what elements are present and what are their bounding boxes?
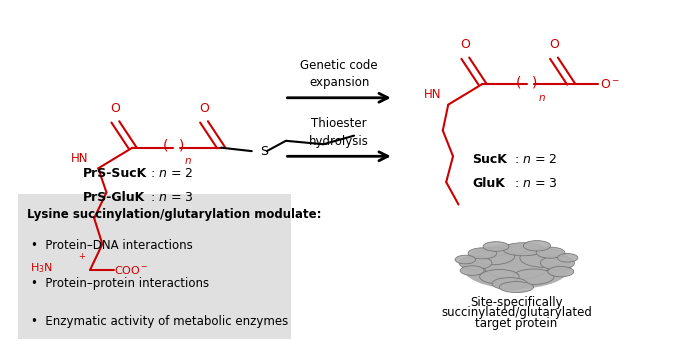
Text: : $n$ = 2: : $n$ = 2 — [150, 167, 193, 180]
Text: $n$: $n$ — [184, 156, 192, 166]
Ellipse shape — [455, 255, 475, 264]
Text: : $n$ = 3: : $n$ = 3 — [150, 191, 194, 204]
Text: O$^-$: O$^-$ — [600, 77, 621, 91]
Text: HN: HN — [71, 152, 88, 165]
Text: S: S — [260, 145, 268, 158]
Text: PrS-SucK: PrS-SucK — [84, 167, 147, 180]
Text: Lysine succinylation/glutarylation modulate:: Lysine succinylation/glutarylation modul… — [27, 208, 321, 221]
Text: Site-specifically: Site-specifically — [470, 296, 563, 309]
Text: O: O — [110, 102, 121, 115]
Text: O: O — [549, 38, 559, 51]
Text: succinylated/glutarylated: succinylated/glutarylated — [441, 306, 592, 319]
Text: •  Protein–protein interactions: • Protein–protein interactions — [31, 277, 209, 290]
Text: O: O — [199, 102, 209, 115]
Ellipse shape — [499, 281, 534, 293]
Text: PrS-GluK: PrS-GluK — [84, 191, 145, 204]
Ellipse shape — [459, 256, 492, 270]
Text: : $n$ = 2: : $n$ = 2 — [514, 153, 558, 166]
Ellipse shape — [460, 266, 484, 276]
Text: (: ( — [516, 75, 521, 89]
Text: •  Protein–DNA interactions: • Protein–DNA interactions — [31, 239, 192, 252]
Ellipse shape — [492, 278, 527, 290]
Ellipse shape — [548, 266, 574, 277]
Ellipse shape — [536, 247, 565, 258]
Ellipse shape — [558, 254, 578, 262]
Text: Genetic code: Genetic code — [300, 59, 378, 72]
Text: $n$: $n$ — [538, 93, 545, 103]
Ellipse shape — [483, 242, 509, 251]
FancyBboxPatch shape — [18, 194, 291, 339]
Text: expansion: expansion — [309, 76, 369, 89]
Text: +: + — [78, 252, 85, 261]
Ellipse shape — [468, 248, 497, 259]
Text: SucK: SucK — [472, 153, 507, 166]
Ellipse shape — [523, 240, 551, 251]
Ellipse shape — [520, 248, 568, 267]
Text: (: ( — [162, 139, 168, 153]
Ellipse shape — [479, 270, 519, 284]
Ellipse shape — [484, 254, 549, 279]
Text: H$_3$N: H$_3$N — [29, 261, 53, 275]
Text: HN: HN — [424, 88, 441, 101]
Ellipse shape — [462, 244, 571, 289]
Text: : $n$ = 3: : $n$ = 3 — [514, 177, 558, 190]
Text: target protein: target protein — [475, 317, 558, 330]
Text: ): ) — [179, 139, 184, 153]
Ellipse shape — [471, 247, 514, 265]
Text: GluK: GluK — [472, 177, 505, 190]
Text: O: O — [460, 38, 470, 51]
Text: •  Enzymatic activity of metabolic enzymes: • Enzymatic activity of metabolic enzyme… — [31, 315, 288, 328]
Text: ): ) — [532, 75, 538, 89]
Ellipse shape — [540, 256, 575, 270]
Text: hydrolysis: hydrolysis — [309, 135, 369, 148]
Text: Thioester: Thioester — [311, 118, 367, 130]
Text: COO$^-$: COO$^-$ — [114, 264, 149, 276]
Ellipse shape — [513, 269, 554, 285]
Ellipse shape — [503, 243, 544, 256]
